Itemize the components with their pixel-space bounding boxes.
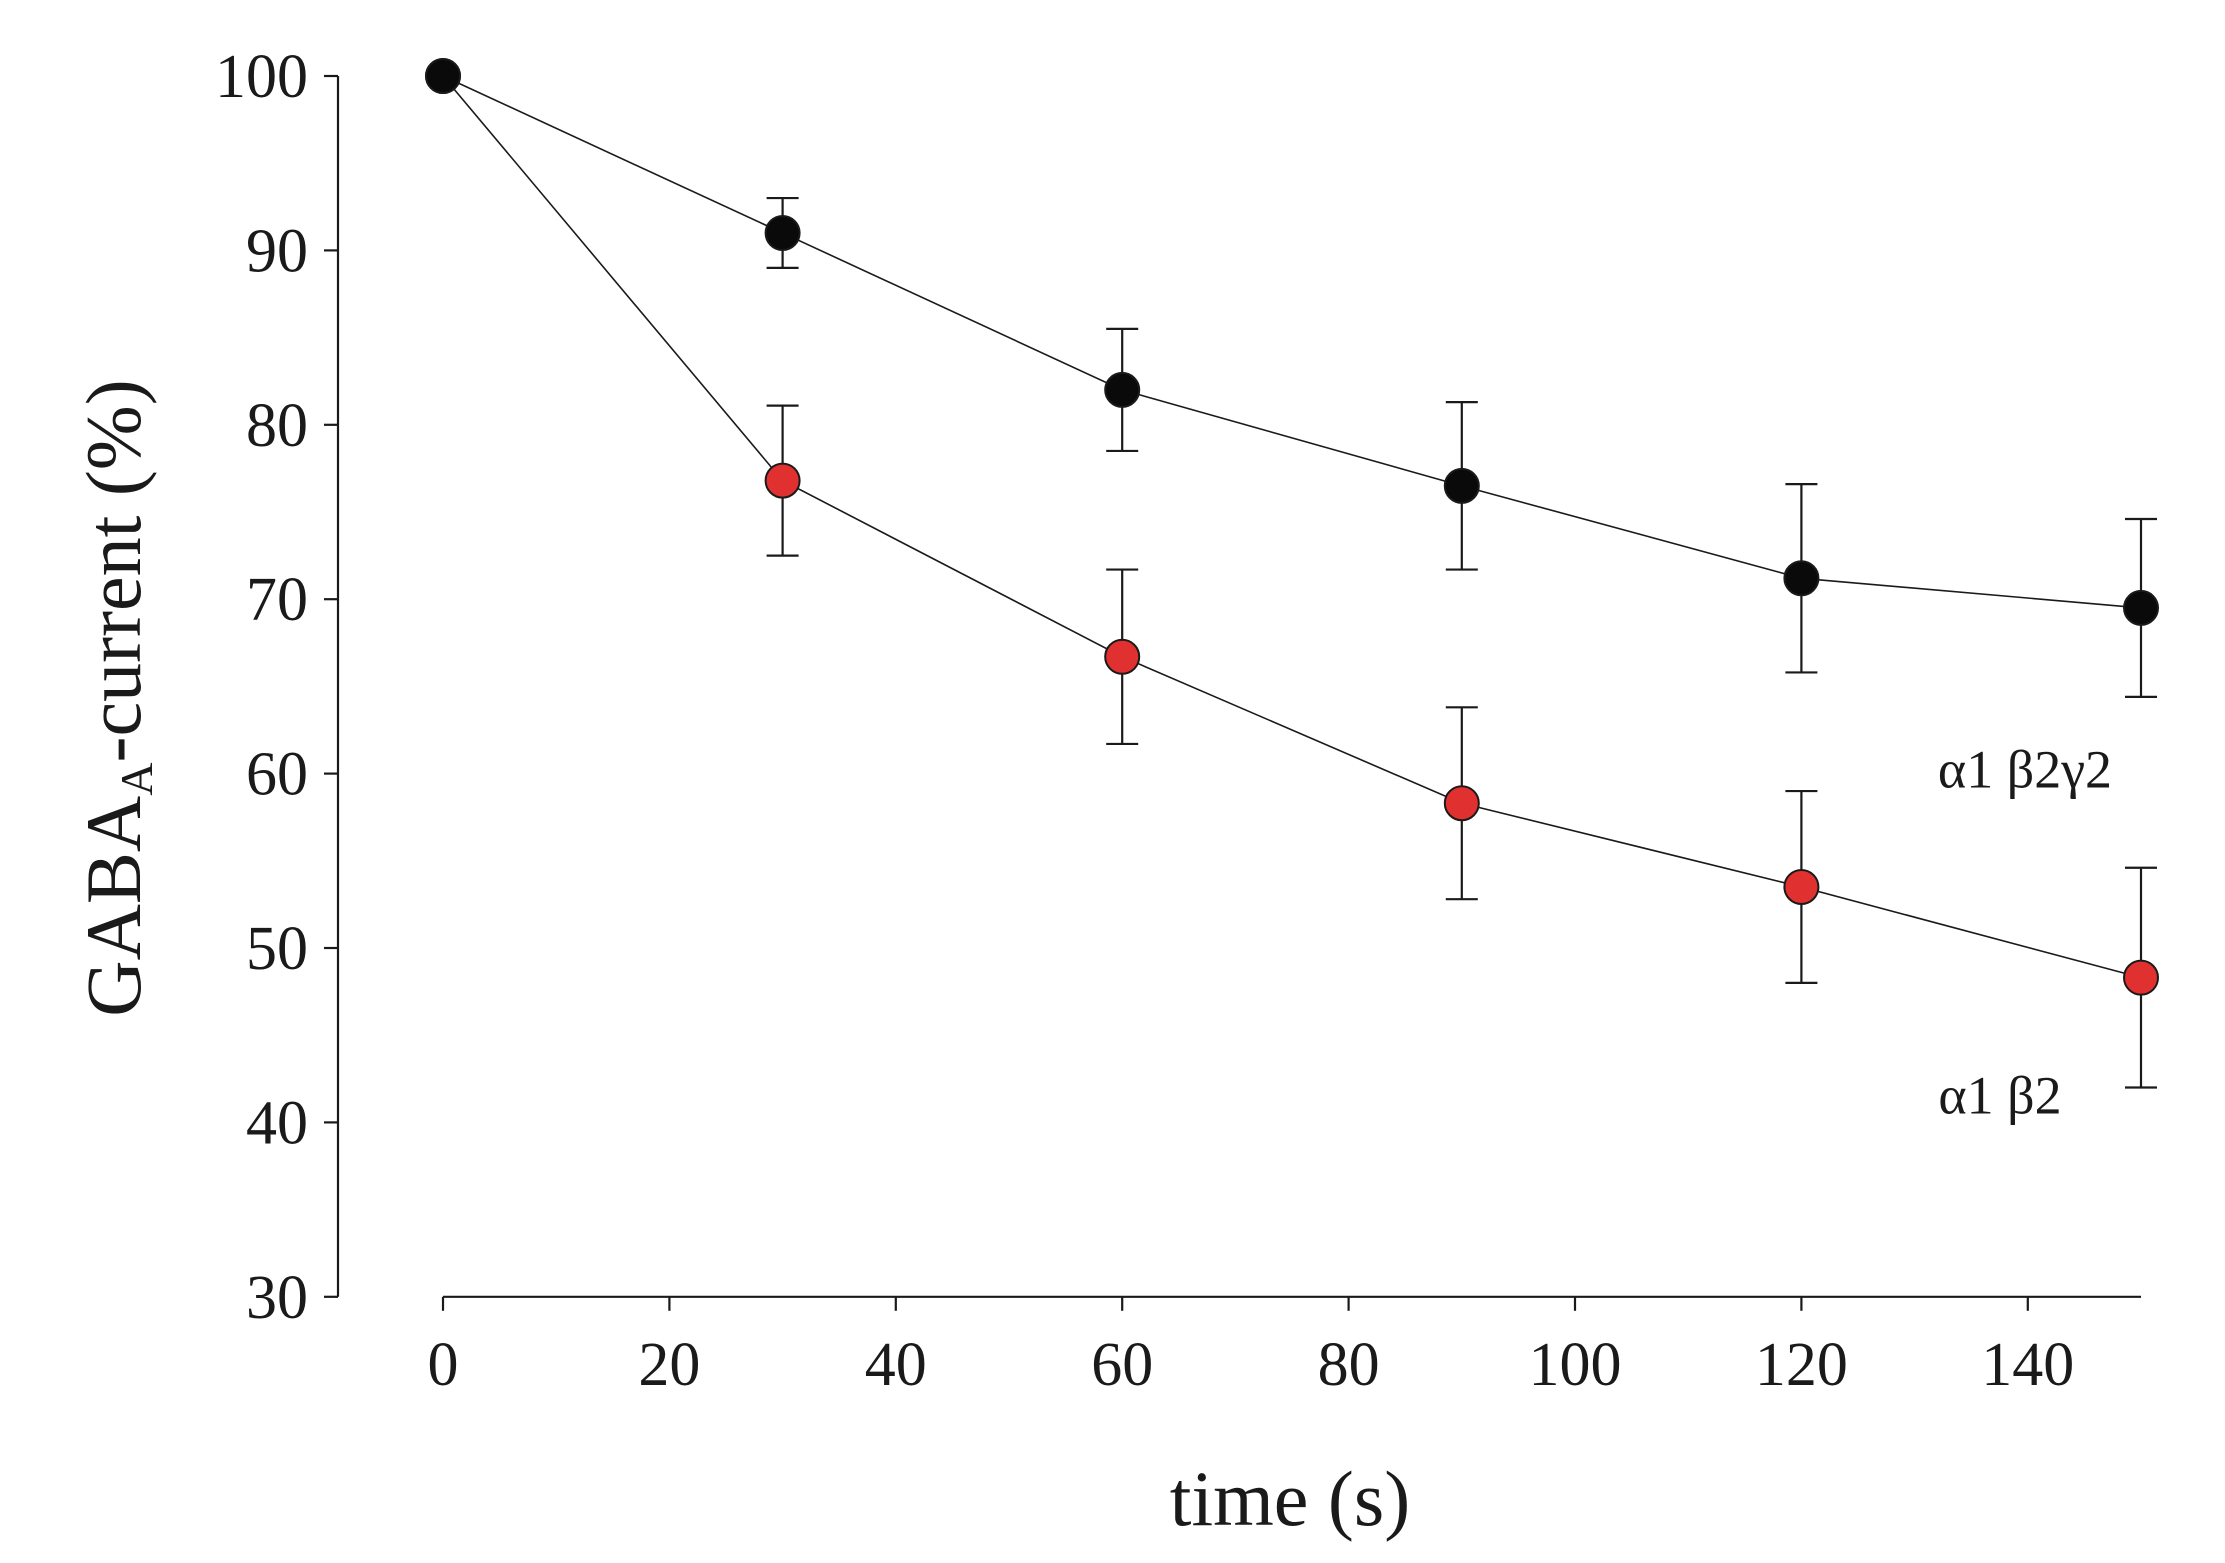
y-axis-title-main: GABA [70, 796, 157, 1017]
x-tick-label: 140 [1981, 1331, 2074, 1399]
x-tick-label: 20 [638, 1331, 700, 1399]
series-line [442, 75, 2142, 979]
x-tick-label: 0 [428, 1331, 459, 1399]
data-point [2123, 589, 2159, 626]
series-1: α1 β2γ2 [425, 58, 2159, 800]
y-axis-title: GABAA-current (%) [70, 379, 162, 1017]
data-point [1783, 560, 1820, 597]
x-tick-label: 80 [1318, 1331, 1380, 1399]
data-point [425, 58, 461, 94]
y-tick-label: 90 [246, 217, 308, 285]
data-point [1443, 467, 1480, 504]
series-label: α1 β2γ2 [1938, 740, 2112, 800]
y-axis-title-rest: -current (%) [70, 379, 157, 762]
series-line [442, 75, 2142, 609]
x-tick-label: 120 [1755, 1331, 1848, 1399]
series-label: α1 β2 [1938, 1066, 2061, 1126]
y-tick-label: 70 [246, 566, 308, 634]
axes [336, 76, 2141, 1298]
x-tick-label: 40 [865, 1331, 927, 1399]
data-point [764, 462, 801, 499]
y-tick-label: 50 [246, 915, 308, 983]
data-point [1104, 638, 1141, 675]
y-tick-label: 80 [246, 392, 308, 460]
series-2: α1 β2 [425, 58, 2159, 1126]
x-tick-label: 60 [1091, 1331, 1153, 1399]
x-axis-title: time (s) [1170, 1455, 1410, 1542]
data-point [1783, 868, 1820, 905]
data-point [1443, 785, 1480, 822]
y-tick-label: 30 [246, 1264, 308, 1332]
y-tick-label: 60 [246, 741, 308, 809]
y-tick-label: 100 [215, 43, 308, 111]
data-point [2123, 959, 2159, 996]
ticks: 30 40 50 60 70 80 90 100 0 20 40 60 80 100 120 140 [215, 43, 2074, 1399]
data-point [1104, 371, 1141, 408]
y-axis-title-subscript: A [111, 763, 162, 796]
data-point [764, 214, 801, 251]
y-tick-label: 40 [246, 1089, 308, 1157]
x-tick-label: 100 [1529, 1331, 1622, 1399]
series-layer: α1 β2γ2 α1 β2 [425, 58, 2159, 1126]
